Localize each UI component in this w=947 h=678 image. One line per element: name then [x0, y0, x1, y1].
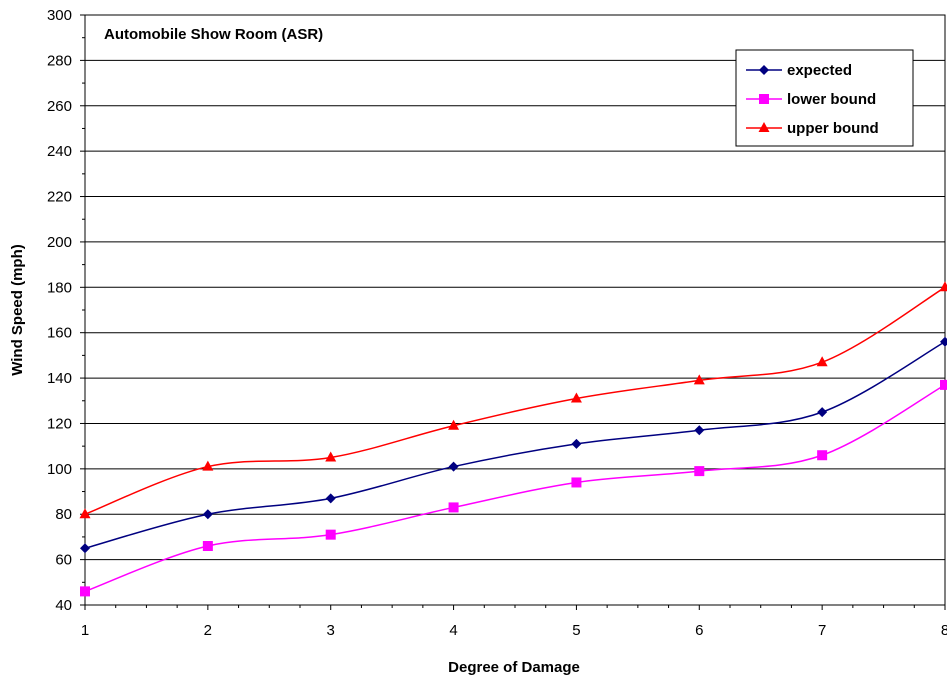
data-point-upper-bound — [325, 451, 337, 462]
y-tick-label: 300 — [47, 7, 72, 24]
data-point-upper-bound — [570, 392, 582, 403]
data-point-upper-bound — [448, 419, 460, 430]
data-point-lower-bound — [940, 379, 947, 390]
data-point-lower-bound — [80, 586, 90, 597]
series-lower-bound — [80, 379, 947, 597]
series-line-expected — [84, 341, 946, 549]
y-tick-label: 40 — [55, 597, 72, 614]
x-tick-label: 5 — [572, 622, 580, 639]
series-layer — [79, 281, 947, 597]
y-tick-label: 280 — [47, 52, 72, 69]
y-tick-label: 100 — [47, 461, 72, 478]
series-expected — [80, 336, 947, 554]
legend-marker — [759, 94, 769, 104]
y-tick-label: 60 — [55, 552, 72, 569]
data-point-expected — [940, 336, 947, 347]
data-point-upper-bound — [693, 374, 705, 385]
data-point-expected — [448, 461, 459, 472]
y-tick-label: 220 — [47, 189, 72, 206]
legend-item-lower-bound: lower bound — [746, 91, 876, 108]
y-tick-label: 260 — [47, 98, 72, 115]
legend-item-expected: expected — [746, 62, 852, 79]
y-tick-label: 240 — [47, 143, 72, 160]
x-tick-label: 8 — [941, 622, 947, 639]
x-tick-label: 7 — [818, 622, 826, 639]
x-axis: 1 2 3 4 5 6 7 8 — [81, 605, 947, 639]
y-tick-label: 180 — [47, 279, 72, 296]
y-tick-label: 160 — [47, 325, 72, 342]
x-tick-label: 3 — [327, 622, 335, 639]
data-point-expected — [694, 425, 705, 436]
x-tick-label: 6 — [695, 622, 703, 639]
data-point-expected — [325, 493, 336, 504]
y-tick-label: 120 — [47, 415, 72, 432]
data-point-lower-bound — [694, 466, 705, 477]
x-axis-title: Degree of Damage — [448, 659, 580, 676]
legend-label: upper bound — [787, 120, 879, 137]
series-line-upper-bound — [84, 286, 946, 515]
data-point-expected — [571, 438, 582, 449]
chart-title: Automobile Show Room (ASR) — [104, 26, 323, 43]
data-point-lower-bound — [571, 477, 582, 488]
legend-marker — [758, 122, 770, 132]
y-axis-title: Wind Speed (mph) — [9, 244, 26, 376]
legend-label: lower bound — [787, 91, 876, 108]
data-point-lower-bound — [448, 502, 459, 513]
x-tick-label: 4 — [449, 622, 457, 639]
y-tick-label: 140 — [47, 370, 72, 387]
y-tick-label: 200 — [47, 234, 72, 251]
legend-item-upper-bound: upper bound — [746, 120, 879, 137]
y-tick-label: 80 — [55, 506, 72, 523]
legend: expected lower bound upper bound — [735, 49, 914, 147]
series-upper-bound — [79, 281, 947, 519]
x-tick-label: 1 — [81, 622, 89, 639]
data-point-upper-bound — [816, 356, 828, 367]
data-point-expected — [80, 543, 90, 554]
data-point-expected — [202, 509, 213, 520]
data-point-expected — [817, 407, 828, 418]
data-point-upper-bound — [202, 460, 214, 471]
data-point-lower-bound — [325, 529, 336, 540]
legend-label: expected — [787, 62, 852, 79]
x-tick-label: 2 — [204, 622, 212, 639]
data-point-lower-bound — [202, 541, 213, 551]
y-axis: 40 60 80 100 120 140 160 180 200 220 240 260 280 300 — [47, 7, 85, 614]
legend-marker — [759, 65, 769, 75]
data-point-upper-bound — [79, 508, 91, 519]
series-line-lower-bound — [84, 384, 946, 593]
data-point-lower-bound — [817, 450, 828, 461]
data-point-upper-bound — [939, 281, 947, 292]
